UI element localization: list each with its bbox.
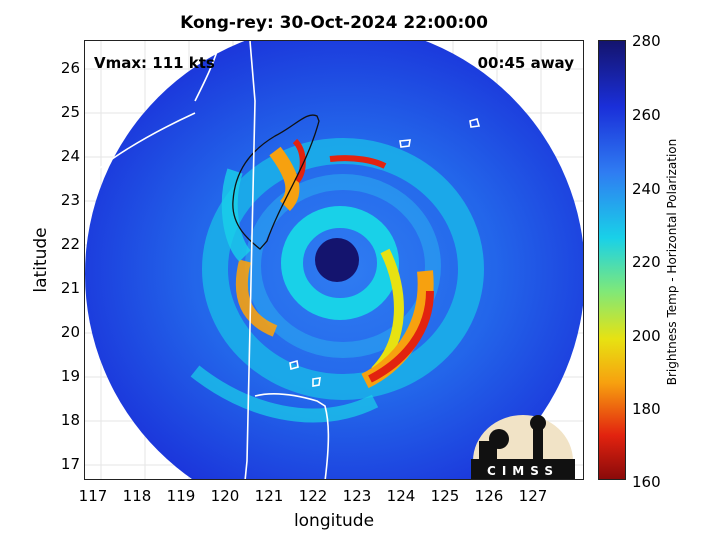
colorbar-tick-label: 260 bbox=[632, 106, 661, 124]
y-tick-label: 26 bbox=[60, 59, 80, 77]
x-tick-label: 117 bbox=[78, 487, 108, 505]
microwave-swath-image: CIMSS bbox=[85, 41, 583, 479]
vmax-label: Vmax: 111 kts bbox=[94, 54, 215, 72]
cimss-logo-text: CIMSS bbox=[487, 464, 559, 478]
colorbar bbox=[598, 40, 626, 480]
map-title: Kong-rey: 30-Oct-2024 22:00:00 bbox=[180, 13, 488, 33]
x-tick-label: 123 bbox=[342, 487, 372, 505]
cimss-logo: CIMSS bbox=[471, 415, 575, 479]
x-tick-label: 119 bbox=[166, 487, 196, 505]
colorbar-tick-label: 200 bbox=[632, 327, 661, 345]
swath-disk bbox=[85, 41, 583, 479]
x-tick-label: 126 bbox=[474, 487, 504, 505]
x-tick-label: 124 bbox=[386, 487, 416, 505]
map-plot-area[interactable]: CIMSS bbox=[84, 40, 584, 480]
x-axis-label: longitude bbox=[293, 511, 375, 531]
colorbar-tick-label: 240 bbox=[632, 180, 661, 198]
colorbar-label: Brightness Temp - Horizontal Polarizatio… bbox=[665, 138, 679, 386]
y-tick-label: 24 bbox=[60, 147, 80, 165]
colorbar-tick-label: 280 bbox=[632, 32, 661, 50]
x-tick-label: 127 bbox=[518, 487, 548, 505]
y-axis-label: latitude bbox=[31, 227, 51, 293]
y-tick-label: 17 bbox=[60, 455, 80, 473]
y-tick-label: 21 bbox=[60, 279, 80, 297]
y-tick-label: 20 bbox=[60, 323, 80, 341]
colorbar-tick-label: 180 bbox=[632, 400, 661, 418]
y-tick-label: 23 bbox=[60, 191, 80, 209]
coastlines bbox=[85, 41, 583, 479]
colorbar-tick-label: 160 bbox=[632, 473, 661, 491]
x-tick-label: 122 bbox=[298, 487, 328, 505]
time-away-label: 00:45 away bbox=[477, 54, 574, 72]
x-tick-label: 118 bbox=[122, 487, 152, 505]
y-tick-label: 19 bbox=[60, 367, 80, 385]
x-tick-label: 125 bbox=[430, 487, 460, 505]
colorbar-tick-label: 220 bbox=[632, 253, 661, 271]
x-tick-label: 121 bbox=[254, 487, 284, 505]
y-tick-label: 18 bbox=[60, 411, 80, 429]
y-tick-label: 22 bbox=[60, 235, 80, 253]
x-tick-label: 120 bbox=[210, 487, 240, 505]
y-tick-label: 25 bbox=[60, 103, 80, 121]
